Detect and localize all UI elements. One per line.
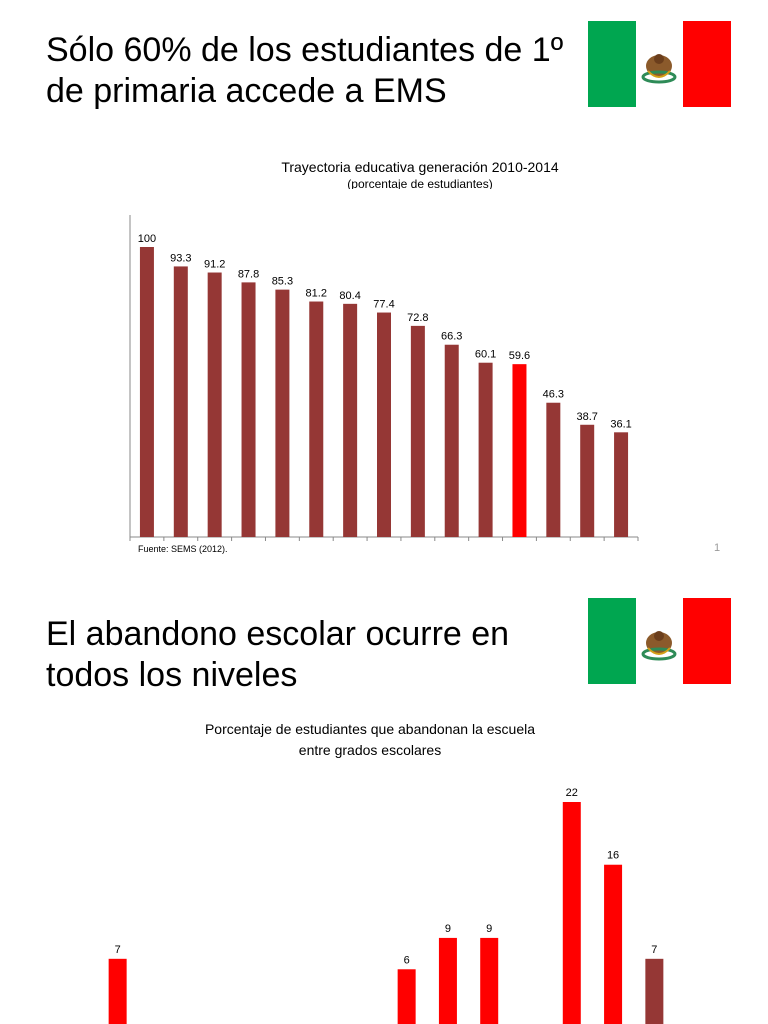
slide-separator — [0, 568, 768, 584]
bar-0 — [139, 247, 154, 537]
chart-2: 7 6 9 9 22 16 7 — [108, 787, 664, 1024]
data-label-13: 38.7 — [576, 411, 597, 423]
data-label-1: 93.3 — [170, 252, 191, 264]
bar-11 — [512, 364, 527, 537]
chart-1: 100 93.3 91.2 87.8 85.3 81.2 80.4 77.4 72.8 66.3 6… — [129, 215, 639, 541]
bar-4 — [275, 289, 290, 537]
data-label-0: 100 — [138, 233, 156, 245]
bar-3 — [241, 282, 256, 537]
data-label-11: 22 — [566, 787, 578, 799]
bar-9 — [480, 937, 499, 1024]
data-label-3: 87.8 — [238, 268, 259, 280]
chart-1-source: Fuente: SEMS (2012). — [138, 544, 228, 554]
bar-12 — [546, 402, 561, 537]
data-label-11: 59.6 — [509, 350, 530, 362]
page-number: 1 — [714, 542, 721, 554]
data-label-0: 7 — [115, 944, 121, 956]
slide-1-title: Sólo 60% de los estudiantes de 1º de pri… — [46, 31, 564, 110]
chart-1-title: Trayectoria educativa generación 2010-20… — [281, 159, 559, 175]
bar-13 — [645, 958, 664, 1024]
bar-6 — [343, 303, 358, 537]
chart-1-subtitle: (porcentaje de estudiantes) — [347, 177, 493, 189]
data-label-9: 66.3 — [441, 331, 462, 343]
data-label-7: 77.4 — [373, 299, 394, 311]
data-label-12: 46.3 — [543, 389, 564, 401]
chart-2-title-line-1: Porcentaje de estudiantes que abandonan … — [204, 721, 536, 737]
data-label-12: 16 — [607, 850, 619, 862]
bar-12 — [604, 864, 623, 1024]
slide-2: El abandono escolar ocurre en todos los … — [0, 584, 768, 1024]
data-label-8: 72.8 — [407, 312, 428, 324]
bar-10 — [478, 362, 493, 537]
bar-8 — [410, 325, 425, 537]
chart-2-title-line-2: entre grados escolares — [298, 742, 442, 758]
data-label-10: 60.1 — [475, 349, 496, 361]
mexico-flag-icon — [588, 598, 731, 684]
bar-8 — [438, 937, 457, 1024]
bar-11 — [562, 802, 581, 1024]
bar-5 — [309, 301, 324, 537]
bar-1 — [173, 266, 188, 537]
bar-7 — [397, 969, 416, 1024]
mexico-flag-icon — [588, 21, 731, 107]
bar-2 — [207, 272, 222, 537]
bar-13 — [580, 424, 595, 537]
data-label-9: 9 — [486, 923, 492, 935]
chart-2-title: Porcentaje de estudiantes que abandonan … — [90, 719, 650, 761]
slide-2-title: El abandono escolar ocurre en todos los … — [46, 615, 510, 694]
data-label-4: 85.3 — [272, 276, 293, 288]
data-label-5: 81.2 — [306, 288, 327, 300]
data-label-7: 6 — [404, 954, 410, 966]
bar-7 — [377, 312, 391, 537]
data-label-2: 91.2 — [204, 259, 225, 271]
bar-9 — [444, 344, 459, 537]
data-label-8: 9 — [445, 923, 451, 935]
bar-14 — [614, 432, 629, 537]
slide-1: Sólo 60% de los estudiantes de 1º de pri… — [46, 21, 731, 554]
data-label-14: 36.1 — [610, 418, 631, 430]
data-label-6: 80.4 — [339, 290, 360, 302]
data-label-13: 7 — [651, 944, 657, 956]
bar-0 — [108, 958, 127, 1024]
